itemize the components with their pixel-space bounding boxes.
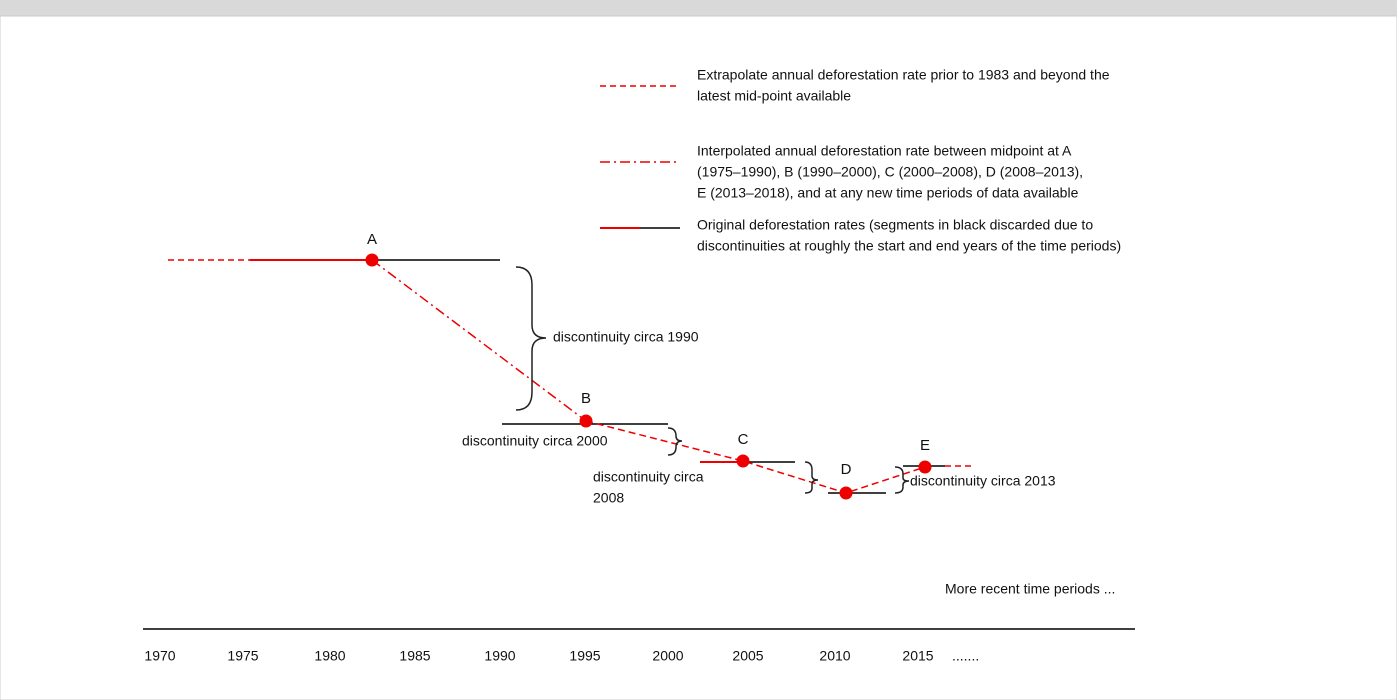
legend-text: Interpolated annual deforestation rate b… [697,143,1072,159]
brace [804,461,819,494]
discontinuity-label: discontinuity circa [593,469,704,485]
legend-text: Original deforestation rates (segments i… [697,217,1093,233]
interpolated-line [585,420,926,494]
brace [894,466,910,494]
header-bar [0,0,1397,16]
year-label: 2015 [902,648,933,664]
legend-text: (1975–1990), B (1990–2000), C (2000–2008… [697,164,1083,180]
point-label: A [367,231,377,248]
year-label: 1985 [399,648,430,664]
figure-frame [0,15,1397,700]
discontinuity-label: discontinuity circa 1990 [553,329,699,345]
point [736,454,750,468]
legend-text: E (2013–2018), and at any new time perio… [697,185,1079,201]
brace [667,427,683,456]
point-label: C [738,431,749,448]
discontinuity-label: discontinuity circa 2000 [462,433,608,449]
year-label: 1975 [227,648,258,664]
axis-continuation: ....... [952,648,979,664]
legend-text: discontinuities at roughly the start and… [697,238,1121,254]
point [579,414,593,428]
year-label: 2010 [819,648,850,664]
point [839,486,853,500]
year-label: 1990 [484,648,515,664]
legend-text: latest mid-point available [697,88,851,104]
year-label: 2000 [652,648,683,664]
note: More recent time periods ... [945,581,1115,597]
brace [515,266,547,411]
discontinuity-label: 2008 [593,490,624,506]
year-label: 1995 [569,648,600,664]
year-label: 1980 [314,648,345,664]
point [365,253,379,267]
discontinuity-label: discontinuity circa 2013 [910,473,1056,489]
legend-text: Extrapolate annual deforestation rate pr… [697,67,1110,83]
interpolated-line [371,259,587,422]
year-label: 1970 [144,648,175,664]
point-label: D [841,461,852,478]
year-label: 2005 [732,648,763,664]
point [918,460,932,474]
point-label: E [920,437,930,454]
point-label: B [581,390,591,407]
